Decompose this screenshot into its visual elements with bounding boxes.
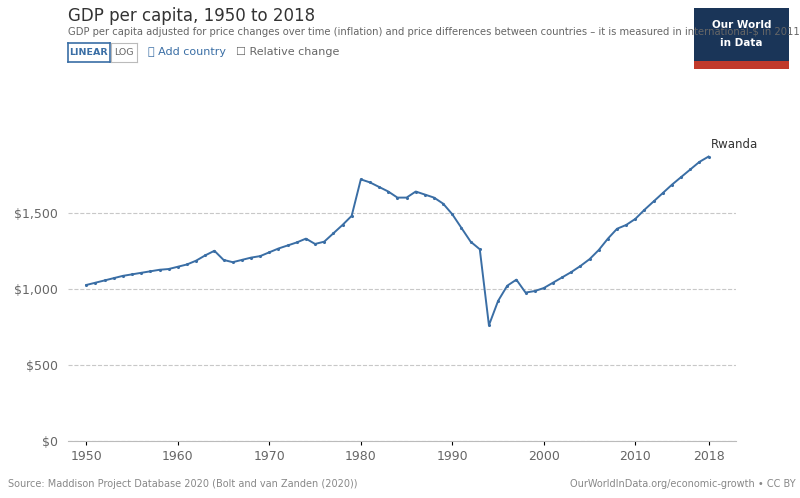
Point [162, 265, 175, 273]
Point [181, 260, 194, 268]
Point [574, 262, 587, 270]
Point [602, 235, 614, 243]
Point [153, 266, 166, 274]
Text: OurWorldInData.org/economic-growth • CC BY: OurWorldInData.org/economic-growth • CC … [570, 479, 796, 489]
Point [107, 274, 120, 282]
Point [492, 297, 505, 305]
Point [117, 272, 130, 280]
Point [446, 210, 458, 218]
Point [592, 246, 605, 254]
Point [363, 178, 376, 186]
Point [299, 235, 312, 243]
Point [656, 189, 669, 197]
Point [254, 252, 266, 260]
Point [135, 269, 148, 277]
Point [190, 256, 202, 264]
Point [354, 175, 367, 183]
Point [309, 240, 322, 248]
Point [546, 279, 559, 287]
Point [501, 282, 514, 290]
Point [226, 258, 239, 266]
Point [217, 256, 230, 264]
Point [336, 221, 349, 229]
Point [208, 247, 221, 255]
Point [583, 255, 596, 263]
Point [610, 225, 623, 233]
Point [674, 173, 687, 181]
Point [318, 238, 330, 246]
Point [519, 288, 532, 296]
Text: Rwanda: Rwanda [711, 138, 758, 151]
Point [282, 242, 294, 249]
Point [373, 183, 386, 191]
Point [510, 276, 522, 284]
Text: ➕ Add country: ➕ Add country [148, 47, 226, 57]
Point [245, 253, 258, 261]
Point [556, 273, 569, 281]
Point [400, 194, 413, 202]
Point [528, 287, 541, 295]
Point [455, 224, 468, 232]
Point [391, 194, 404, 202]
Point [629, 215, 642, 223]
Point [647, 197, 660, 205]
Point [98, 276, 111, 284]
Point [702, 152, 715, 160]
Point [382, 188, 394, 196]
Point [638, 206, 651, 214]
Point [565, 268, 578, 276]
Point [482, 321, 495, 329]
Point [437, 200, 450, 208]
Text: Our World: Our World [712, 20, 771, 30]
Point [418, 191, 431, 199]
Text: Source: Maddison Project Database 2020 (Bolt and van Zanden (2020)): Source: Maddison Project Database 2020 (… [8, 479, 358, 489]
Text: LOG: LOG [114, 48, 134, 57]
Point [620, 221, 633, 229]
Point [464, 238, 477, 246]
Text: GDP per capita adjusted for price changes over time (inflation) and price differ: GDP per capita adjusted for price change… [68, 27, 800, 37]
Point [126, 270, 138, 278]
Point [346, 212, 358, 220]
Point [684, 165, 697, 173]
Point [666, 181, 678, 189]
Point [171, 263, 184, 271]
Point [235, 256, 248, 264]
Point [428, 194, 441, 202]
Text: LINEAR: LINEAR [70, 48, 108, 57]
Point [144, 267, 157, 275]
Point [199, 251, 212, 259]
Point [89, 279, 102, 287]
Text: GDP per capita, 1950 to 2018: GDP per capita, 1950 to 2018 [68, 7, 315, 25]
Point [80, 281, 93, 289]
Point [327, 229, 340, 237]
Text: ☐ Relative change: ☐ Relative change [236, 47, 339, 57]
Point [290, 239, 303, 247]
Point [263, 249, 276, 256]
Point [538, 284, 550, 292]
Text: in Data: in Data [720, 38, 763, 48]
Point [474, 246, 486, 253]
Point [693, 158, 706, 166]
Point [272, 245, 285, 252]
Point [410, 188, 422, 196]
